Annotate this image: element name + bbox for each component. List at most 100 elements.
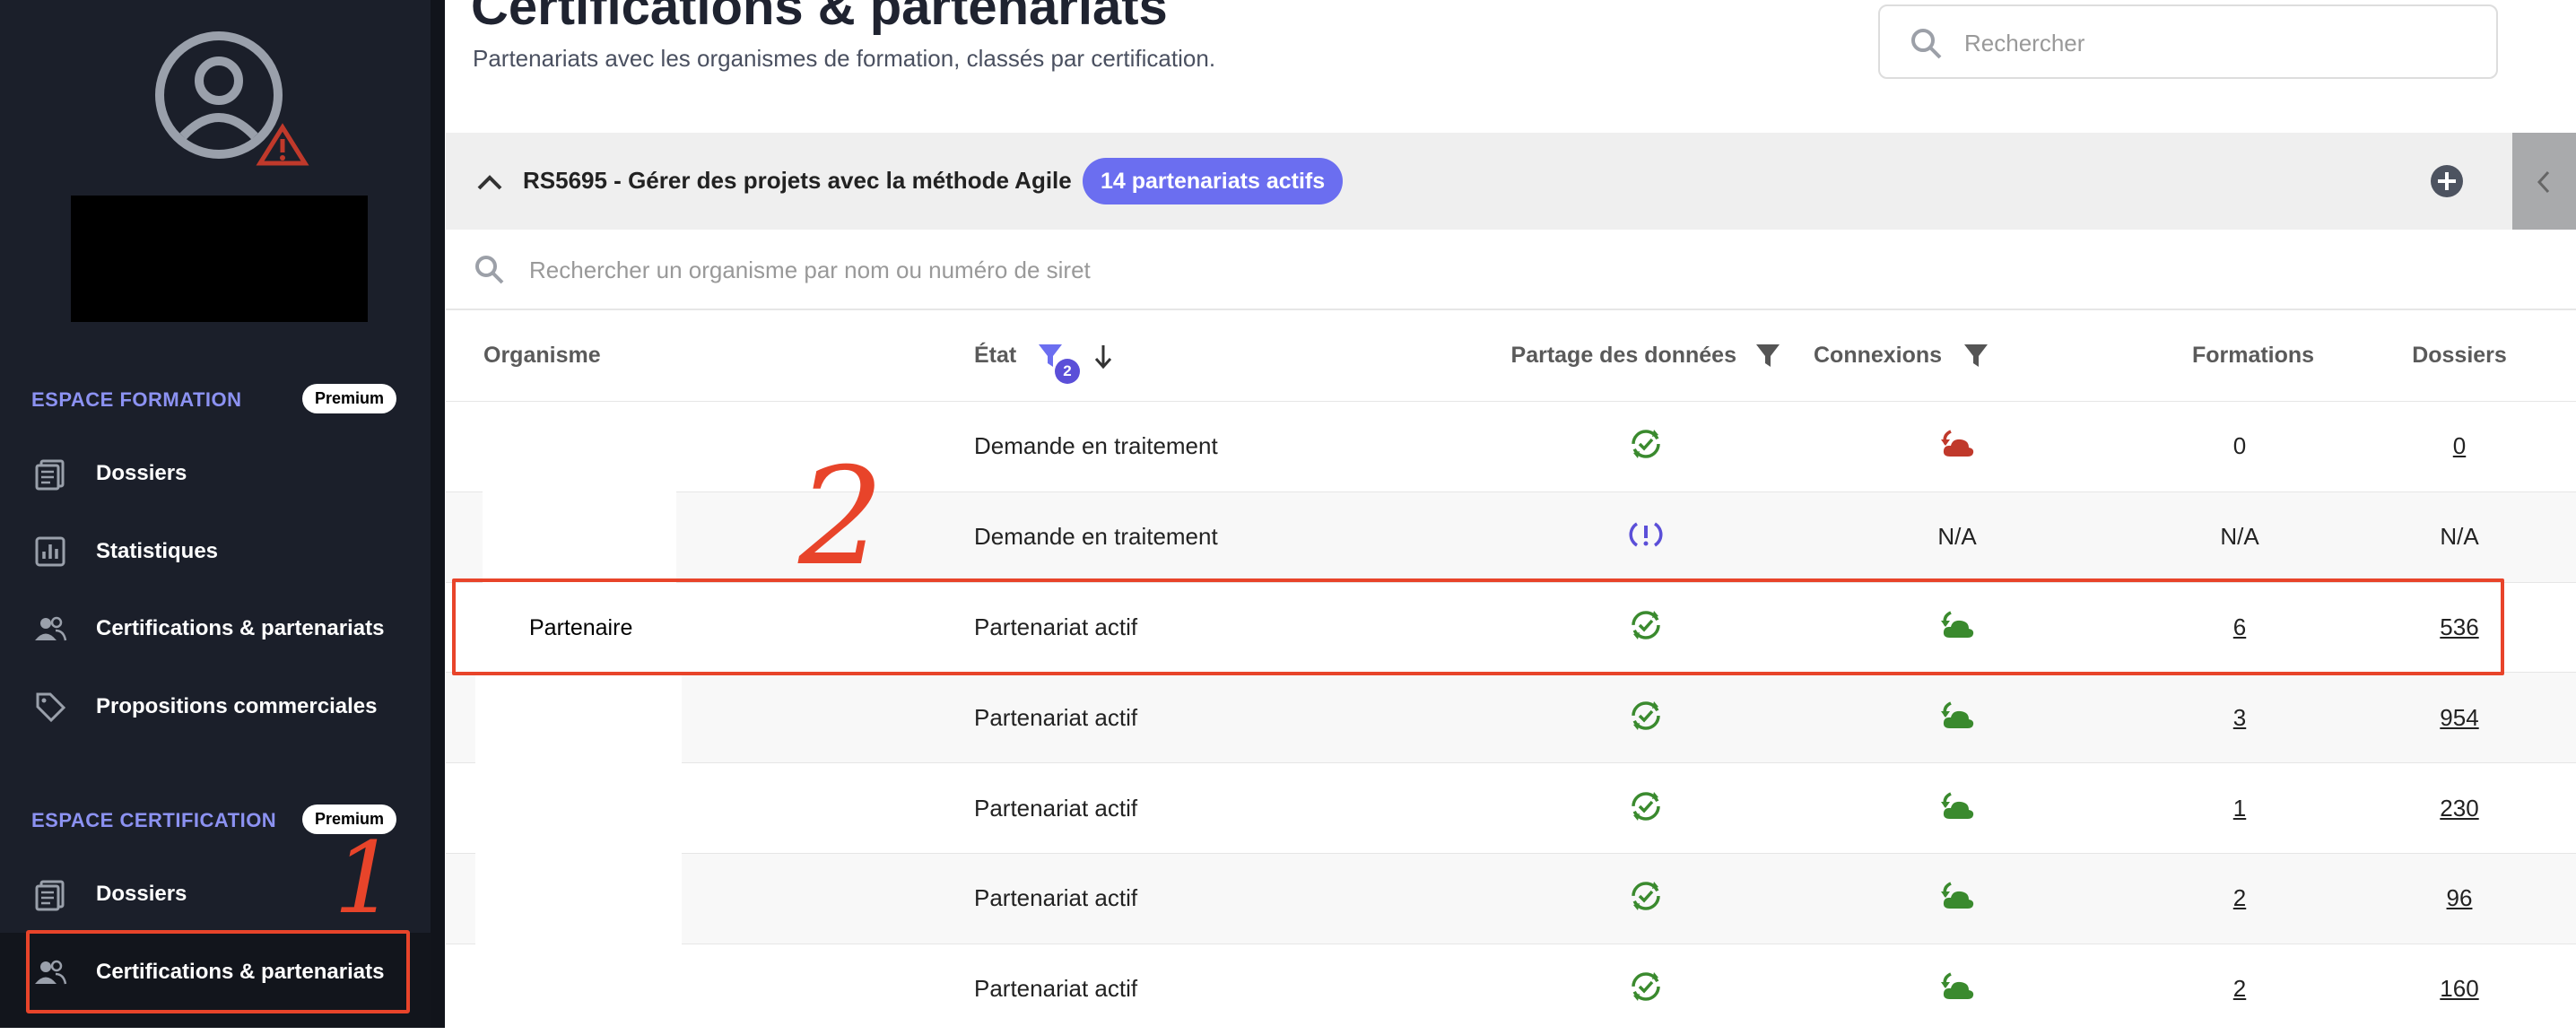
cell-dossiers[interactable]: 954	[2440, 703, 2479, 731]
filter-icon	[1964, 344, 1988, 367]
filter-count: 2	[1055, 359, 1080, 384]
column-header: Connexions	[1814, 343, 1943, 368]
nav-icon	[35, 459, 65, 491]
column-header: Formations	[2191, 343, 2315, 368]
group-badge: 14 partenariats actifs	[1083, 158, 1344, 204]
column-header: Dossiers	[2412, 343, 2507, 368]
table-row[interactable]	[446, 943, 2576, 1035]
section-title: ESPACE CERTIFICATION	[31, 809, 277, 831]
cell-formations[interactable]: 6	[2232, 613, 2247, 640]
page-subtitle: Partenariats avec les organismes de form…	[473, 45, 1216, 72]
filter-icon	[1039, 344, 1062, 367]
table-row[interactable]	[446, 401, 2576, 492]
table-row[interactable]	[446, 581, 2576, 674]
redacted-block	[475, 853, 682, 944]
scrollbar	[431, 0, 445, 1028]
cell-formations: 0	[2232, 432, 2247, 460]
redacted-block	[475, 762, 682, 853]
search-icon	[1911, 29, 1942, 59]
cell-organisme: Partenaire	[529, 615, 633, 640]
org-search[interactable]: Rechercher un organisme par nom ou numér…	[446, 230, 2576, 310]
nav-item[interactable]: Propositions commerciales	[96, 693, 378, 718]
page-title: Certifications & partenariats	[471, 0, 1168, 36]
nav-icon	[35, 960, 67, 984]
nav-item[interactable]: Certifications & partenariats	[96, 616, 385, 640]
redacted-block	[71, 196, 368, 322]
column-header: État	[974, 343, 1017, 368]
column-header: Partage des données	[1510, 343, 1736, 368]
cell-etat: Partenariat actif	[974, 703, 1138, 731]
cell-etat: Demande en traitement	[974, 523, 1218, 551]
sidebar	[0, 0, 431, 1028]
table-row[interactable]	[446, 853, 2576, 944]
nav-icon	[35, 616, 67, 641]
cell-dossiers: N/A	[2440, 523, 2479, 551]
side-tab[interactable]	[2512, 133, 2576, 230]
connexion-icon	[1941, 430, 1974, 457]
redacted-block	[475, 943, 682, 1034]
partage-icon	[1632, 611, 1660, 639]
cell-formations: N/A	[2220, 523, 2259, 551]
cell-formations[interactable]: 2	[2232, 884, 2247, 912]
partage-icon	[1632, 700, 1660, 730]
table-row[interactable]	[446, 762, 2576, 854]
org-search-placeholder: Rechercher un organisme par nom ou numér…	[529, 257, 1091, 283]
filter-icon	[1756, 344, 1780, 367]
highlight-box	[452, 578, 2504, 675]
connexion-icon	[1941, 611, 1974, 638]
cell-connexions: N/A	[1937, 523, 1977, 551]
nav-item[interactable]: Dossiers	[96, 882, 187, 906]
partage-icon	[1632, 791, 1660, 821]
search-box[interactable]: Rechercher	[1878, 4, 2498, 79]
partage-icon	[1629, 522, 1663, 547]
cell-dossiers[interactable]: 536	[2440, 613, 2479, 640]
connexion-icon	[1941, 882, 1974, 909]
highlight-box	[26, 930, 410, 1013]
connexion-icon	[1941, 791, 1974, 819]
cell-etat: Partenariat actif	[974, 794, 1138, 822]
table-row[interactable]	[446, 491, 2576, 583]
cell-dossiers[interactable]: 230	[2440, 794, 2479, 822]
redacted-block	[483, 491, 676, 582]
nav-icon	[35, 536, 65, 566]
annotation: 2	[798, 439, 884, 596]
nav-icon	[35, 880, 65, 911]
nav-item[interactable]: Dossiers	[96, 461, 187, 485]
cell-dossiers[interactable]: 0	[2452, 432, 2467, 460]
annotation: 1	[334, 821, 396, 935]
section-title: ESPACE FORMATION	[31, 388, 242, 411]
premium-badge: Premium	[302, 384, 397, 413]
cell-etat: Demande en traitement	[974, 432, 1218, 460]
column-header: Organisme	[483, 343, 601, 368]
collapse-icon[interactable]	[474, 169, 506, 196]
group-header[interactable]	[446, 133, 2576, 230]
partage-icon	[1632, 882, 1660, 911]
add-button[interactable]	[2429, 163, 2465, 199]
cell-etat: Partenariat actif	[974, 975, 1138, 1003]
group-title: RS5695 - Gérer des projets avec la métho…	[523, 167, 1072, 194]
cell-dossiers[interactable]: 96	[2446, 884, 2473, 912]
search-placeholder: Rechercher	[1964, 30, 2085, 57]
redacted-block	[475, 672, 682, 763]
avatar	[155, 31, 309, 166]
cell-formations[interactable]: 1	[2232, 794, 2247, 822]
connexion-icon	[1941, 701, 1974, 728]
partage-icon	[1632, 430, 1660, 459]
search-icon	[475, 256, 504, 284]
partage-icon	[1632, 972, 1660, 1002]
premium-badge: Premium	[302, 805, 397, 834]
connexion-icon	[1941, 972, 1974, 1000]
chevron	[2537, 170, 2550, 194]
redacted-block	[483, 581, 676, 673]
cell-etat: Partenariat actif	[974, 613, 1138, 640]
sort-icon	[1094, 345, 1112, 370]
nav-item[interactable]: Statistiques	[96, 538, 219, 563]
table-row[interactable]	[446, 672, 2576, 764]
cell-formations[interactable]: 2	[2232, 975, 2247, 1003]
cell-formations[interactable]: 3	[2232, 703, 2247, 731]
cell-etat: Partenariat actif	[974, 884, 1138, 912]
nav-item[interactable]: Certifications & partenariats	[96, 959, 385, 984]
cell-dossiers[interactable]: 160	[2440, 975, 2479, 1003]
